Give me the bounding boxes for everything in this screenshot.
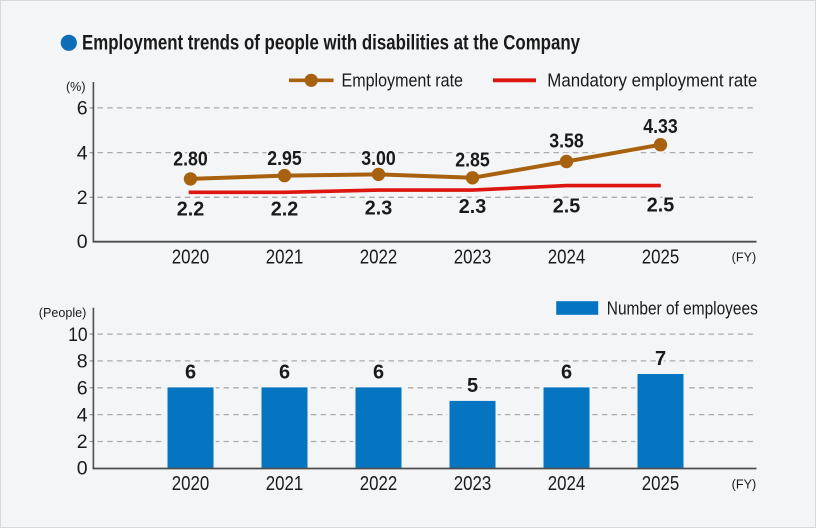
svg-text:(People): (People) [39,305,87,320]
svg-text:2.2: 2.2 [271,199,299,221]
svg-text:2.3: 2.3 [459,196,487,218]
svg-text:3.00: 3.00 [361,148,396,170]
svg-text:2.80: 2.80 [173,149,208,171]
svg-text:6: 6 [279,362,290,384]
svg-text:2023: 2023 [454,246,492,268]
svg-text:Number of employees: Number of employees [607,298,758,319]
svg-text:2: 2 [77,431,88,453]
svg-text:2025: 2025 [642,246,680,268]
svg-text:Employment trends of people wi: Employment trends of people with disabil… [82,32,580,55]
svg-text:6: 6 [561,362,572,384]
svg-text:Mandatory employment rate: Mandatory employment rate [547,70,757,91]
svg-text:6: 6 [77,378,88,400]
svg-text:2.85: 2.85 [455,150,490,172]
svg-text:2021: 2021 [266,473,304,495]
svg-text:7: 7 [655,348,666,370]
svg-text:6: 6 [77,98,88,120]
svg-text:2.3: 2.3 [365,197,393,219]
svg-text:2: 2 [77,187,88,209]
svg-text:4.33: 4.33 [643,116,678,138]
svg-text:6: 6 [373,362,384,384]
svg-text:2022: 2022 [360,473,398,495]
svg-text:0: 0 [77,458,88,480]
svg-text:(FY): (FY) [732,478,757,492]
svg-text:2020: 2020 [172,473,210,495]
svg-text:4: 4 [77,142,88,164]
svg-text:2.95: 2.95 [267,148,302,170]
svg-text:2.5: 2.5 [647,194,675,216]
svg-text:3.58: 3.58 [549,131,584,153]
svg-text:5: 5 [467,375,478,397]
svg-text:2022: 2022 [360,246,398,268]
svg-text:(%): (%) [66,79,86,94]
svg-text:Employment rate: Employment rate [342,70,464,91]
svg-text:0: 0 [77,231,88,253]
svg-text:2.2: 2.2 [177,199,205,221]
svg-text:2020: 2020 [172,246,210,268]
svg-text:2021: 2021 [266,246,304,268]
svg-text:2.5: 2.5 [553,196,581,218]
svg-text:4: 4 [77,404,88,426]
svg-text:(FY): (FY) [732,251,757,265]
svg-text:2024: 2024 [548,473,586,495]
svg-text:2025: 2025 [642,473,680,495]
svg-text:2023: 2023 [454,473,492,495]
svg-text:2024: 2024 [548,246,586,268]
svg-text:8: 8 [77,351,88,373]
svg-text:6: 6 [185,362,196,384]
svg-text:10: 10 [68,324,88,346]
